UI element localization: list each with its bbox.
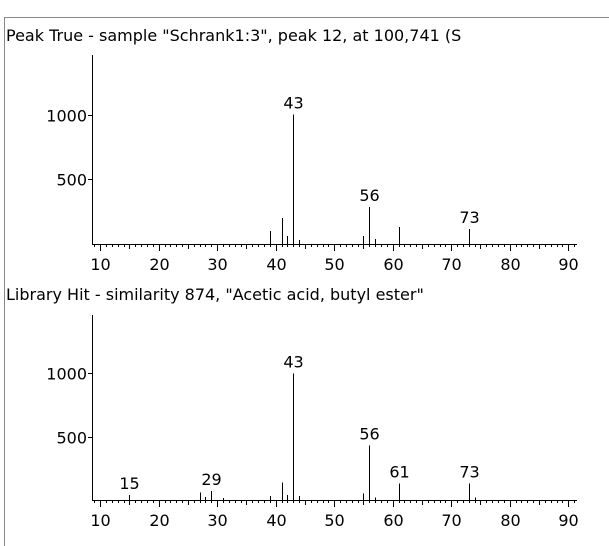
x-tick-label: 20: [149, 255, 169, 274]
y-tick-label: 500: [56, 171, 87, 190]
x-tick-label: 40: [266, 511, 286, 530]
x-tick-label: 60: [383, 511, 403, 530]
peak-label: 29: [201, 470, 221, 489]
x-tick-label: 50: [324, 511, 344, 530]
peak-label: 43: [283, 352, 303, 371]
x-tick-label: 80: [500, 511, 520, 530]
peak-label: 56: [359, 186, 379, 205]
x-tick-label: 30: [207, 255, 227, 274]
x-tick-label: 90: [558, 511, 578, 530]
peak-label: 73: [459, 463, 479, 482]
x-tick-label: 70: [441, 255, 461, 274]
x-tick-label: 20: [149, 511, 169, 530]
chart-title: Peak True - sample "Schrank1:3", peak 12…: [6, 26, 461, 45]
peak-label: 56: [359, 425, 379, 444]
x-tick-label: 30: [207, 511, 227, 530]
x-tick-label: 40: [266, 255, 286, 274]
x-tick-label: 10: [90, 511, 110, 530]
x-tick-label: 50: [324, 255, 344, 274]
peak-label: 61: [389, 463, 409, 482]
x-tick-label: 70: [441, 511, 461, 530]
x-tick-label: 60: [383, 255, 403, 274]
x-tick-label: 90: [558, 255, 578, 274]
y-tick-label: 1000: [46, 107, 87, 126]
chart-title: Library Hit - similarity 874, "Acetic ac…: [6, 285, 424, 304]
y-tick-label: 500: [56, 429, 87, 448]
peak-label: 73: [459, 208, 479, 227]
x-tick-label: 10: [90, 255, 110, 274]
x-tick-label: 80: [500, 255, 520, 274]
y-tick-label: 1000: [46, 365, 87, 384]
peak-label: 43: [283, 94, 303, 113]
peak-label: 15: [119, 474, 139, 493]
